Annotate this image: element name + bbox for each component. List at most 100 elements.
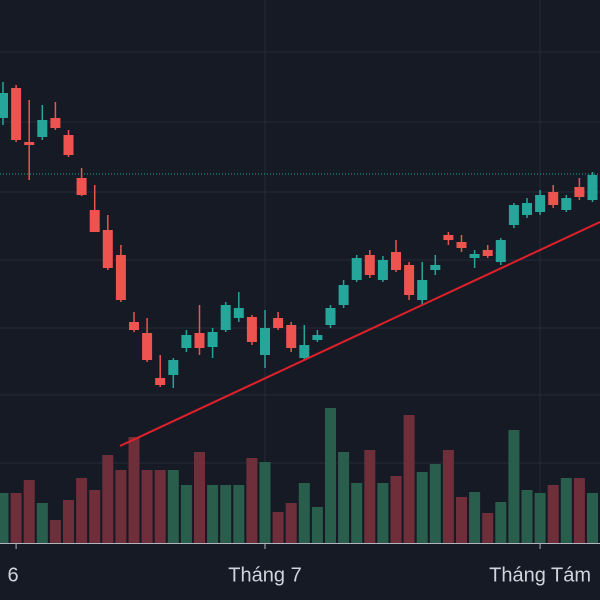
candle-body: [417, 280, 428, 300]
volume-bar: [364, 450, 376, 543]
candle-body: [194, 333, 205, 348]
volume-bar: [89, 490, 101, 543]
volume-bar: [102, 455, 114, 543]
volume-bar: [207, 485, 219, 543]
volume-bar: [76, 478, 88, 543]
candle-body: [469, 254, 480, 258]
volume-bar: [36, 503, 48, 543]
volume-bar: [573, 478, 585, 543]
candle-body: [325, 308, 336, 325]
volume-bar: [167, 470, 179, 543]
candle-body: [482, 250, 493, 256]
candle-body: [286, 325, 297, 348]
volume-bar: [154, 470, 166, 543]
volume-bar: [49, 520, 61, 543]
volume-bar: [495, 502, 507, 543]
candle-body: [522, 203, 532, 215]
candle-body: [0, 93, 8, 118]
candle-body: [63, 135, 74, 155]
volume-bar: [194, 452, 205, 543]
x-axis-labels: 6 Tháng 7 Tháng Tám: [8, 543, 591, 586]
x-axis-band: [0, 543, 600, 600]
candle-body: [587, 175, 598, 200]
volume-bar: [220, 485, 232, 543]
candle-body: [338, 285, 349, 305]
trend-line: [119, 221, 600, 447]
candle-body: [260, 328, 270, 355]
candle-body: [404, 265, 415, 295]
volume-bar: [325, 408, 336, 543]
candle-body: [443, 235, 454, 240]
volume-bar: [180, 485, 192, 543]
candle-body: [430, 265, 441, 270]
candle-body: [561, 198, 572, 210]
volume-layer: [0, 408, 598, 543]
volume-bar: [442, 450, 454, 543]
candle-body: [207, 332, 218, 347]
volume-bar: [298, 483, 310, 543]
volume-bar: [456, 497, 467, 543]
candle-body: [155, 378, 166, 385]
candle-layer: [0, 82, 598, 388]
volume-bar: [547, 485, 559, 543]
volume-bar: [259, 462, 271, 543]
candle-body: [364, 255, 375, 275]
candle-body: [181, 335, 192, 348]
candle-body: [535, 195, 546, 212]
volume-bar: [377, 483, 389, 543]
volume-bar: [469, 492, 481, 543]
volume-bar: [534, 493, 546, 543]
candle-body: [246, 317, 257, 342]
volume-bar: [311, 507, 323, 543]
candle-body: [129, 322, 139, 330]
volume-bar: [128, 437, 140, 543]
volume-bar: [587, 493, 598, 543]
candle-body: [495, 240, 506, 262]
candle-body: [76, 178, 87, 195]
candle-body: [391, 252, 401, 270]
candle-body: [220, 305, 231, 330]
volume-bar: [508, 430, 520, 543]
volume-bar: [233, 485, 245, 543]
candle-body: [548, 192, 559, 205]
volume-bar: [338, 452, 350, 543]
x-tick-label: Tháng Tám: [489, 564, 591, 586]
volume-bar: [272, 512, 284, 543]
volume-bar: [115, 470, 127, 543]
candle-body: [312, 335, 323, 340]
candle-body: [574, 187, 585, 197]
candle-body: [299, 345, 310, 358]
volume-bar: [10, 493, 22, 543]
x-tick-label: Tháng 7: [228, 564, 301, 586]
volume-bar: [416, 472, 428, 543]
x-tick-label: 6: [8, 564, 19, 586]
candle-body: [50, 118, 61, 128]
volume-bar: [403, 415, 415, 543]
candle-body: [508, 205, 519, 225]
candle-body: [168, 360, 179, 375]
candle-body: [351, 258, 362, 280]
volume-bar: [351, 483, 363, 543]
candle-body: [377, 260, 388, 280]
candle-body: [102, 230, 113, 268]
volume-bar: [390, 476, 402, 543]
volume-bar: [521, 490, 533, 543]
candle-body: [89, 210, 100, 232]
candle-body: [24, 142, 35, 145]
candle-body: [115, 255, 126, 300]
candle-body: [11, 88, 22, 140]
volume-bar: [482, 513, 494, 543]
candle-body: [233, 308, 244, 318]
volume-bar: [246, 458, 258, 543]
candle-body: [273, 318, 284, 328]
volume-bar: [285, 503, 297, 543]
candle-body: [456, 242, 467, 248]
volume-bar: [0, 493, 9, 543]
grid: [0, 0, 600, 543]
volume-bar: [560, 478, 572, 543]
volume-bar: [23, 480, 35, 543]
volume-bar: [141, 470, 153, 543]
volume-bar: [429, 464, 441, 543]
candle-body: [142, 333, 153, 360]
